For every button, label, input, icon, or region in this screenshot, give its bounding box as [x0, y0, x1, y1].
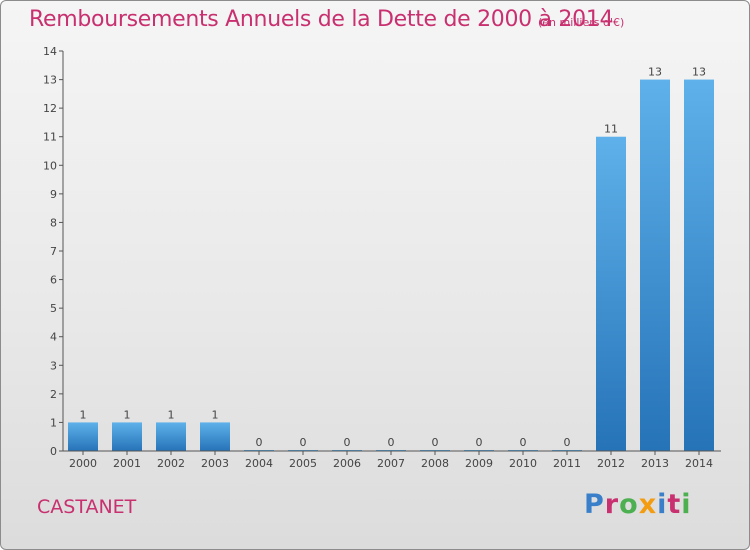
data-label: 1 — [212, 408, 219, 421]
data-label: 13 — [648, 66, 662, 79]
y-tick-label: 11 — [43, 131, 57, 144]
logo-letter: x — [638, 489, 658, 520]
x-tick-label: 2009 — [465, 457, 493, 470]
y-tick-label: 5 — [50, 302, 57, 315]
x-tick-label: 2008 — [421, 457, 449, 470]
y-tick-label: 7 — [50, 245, 57, 258]
x-tick-label: 2011 — [553, 457, 581, 470]
bar-2012 — [596, 136, 626, 451]
x-tick-label: 2013 — [641, 457, 669, 470]
data-label: 1 — [168, 408, 175, 421]
y-tick-label: 1 — [50, 416, 57, 429]
data-label: 0 — [432, 436, 439, 449]
logo-letter: P — [584, 489, 605, 520]
logo-letter: o — [619, 489, 639, 520]
proxiti-logo[interactable]: Proxiti — [584, 489, 692, 520]
data-label: 11 — [604, 123, 618, 136]
x-tick-label: 2000 — [69, 457, 97, 470]
x-tick-label: 2004 — [245, 457, 273, 470]
y-tick-label: 14 — [43, 45, 57, 58]
y-tick-label: 10 — [43, 159, 57, 172]
y-tick-label: 6 — [50, 274, 57, 287]
y-tick-label: 2 — [50, 388, 57, 401]
x-tick-label: 2012 — [597, 457, 625, 470]
logo-letter: t — [667, 489, 682, 520]
data-label: 0 — [476, 436, 483, 449]
logo-letter: r — [604, 489, 620, 520]
logo-letter: i — [657, 489, 668, 520]
data-label: 13 — [692, 66, 706, 79]
y-tick-label: 12 — [43, 102, 57, 115]
x-tick-label: 2014 — [685, 457, 713, 470]
bar-2014 — [684, 79, 714, 452]
x-tick-label: 2006 — [333, 457, 361, 470]
data-label: 0 — [344, 436, 351, 449]
data-label: 0 — [388, 436, 395, 449]
x-tick-label: 2003 — [201, 457, 229, 470]
x-axis: 2000 2001 2002 2003 2004 2005 2006 2007 2008 2009… — [63, 450, 721, 470]
y-tick-label: 9 — [50, 188, 57, 201]
x-tick-label: 2005 — [289, 457, 317, 470]
y-tick-label: 4 — [50, 331, 57, 344]
x-tick-label: 2010 — [509, 457, 537, 470]
data-label: 0 — [520, 436, 527, 449]
y-tick-label: 8 — [50, 216, 57, 229]
data-label: 1 — [80, 408, 87, 421]
data-label: 0 — [564, 436, 571, 449]
x-tick-label: 2001 — [113, 457, 141, 470]
logo-letter: i — [681, 489, 692, 520]
bar-2000 — [68, 422, 98, 451]
data-label: 0 — [300, 436, 307, 449]
chart-title: Remboursements Annuels de la Dette de 20… — [29, 7, 614, 32]
y-tick-label: 13 — [43, 74, 57, 87]
x-tick-label: 2007 — [377, 457, 405, 470]
y-tick-label: 3 — [50, 359, 57, 372]
bar-2002 — [156, 422, 186, 451]
data-label: 0 — [256, 436, 263, 449]
bar-2003 — [200, 422, 230, 451]
city-name: CASTANET — [37, 496, 137, 518]
data-label: 1 — [124, 408, 131, 421]
x-tick-label: 2002 — [157, 457, 185, 470]
bar-2001 — [112, 422, 142, 451]
chart-unit: (en milliers d'€) — [538, 16, 625, 29]
y-tick-label: 0 — [50, 445, 57, 458]
bar-2013 — [640, 79, 670, 452]
